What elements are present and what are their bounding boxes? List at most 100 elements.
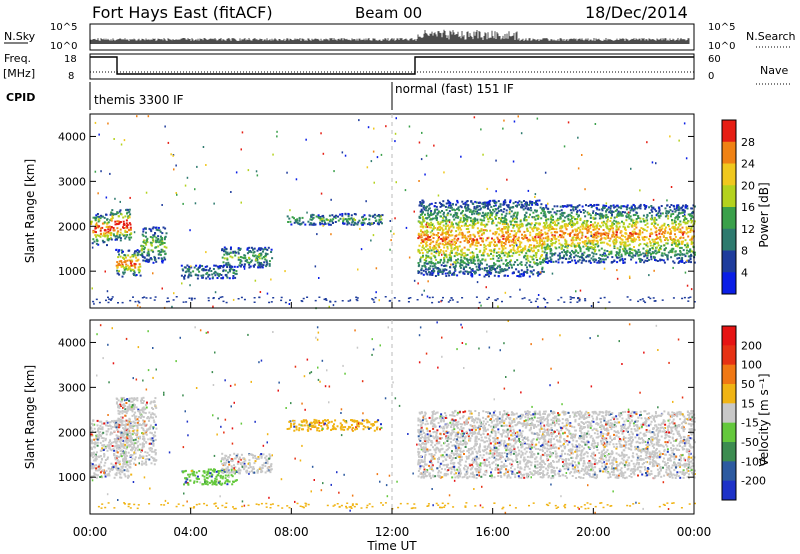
scatter-cell [454,235,457,238]
scatter-cell [448,254,451,256]
scatter-cell [645,206,647,209]
scatter-cell [597,222,600,225]
scatter-cell [312,214,315,216]
scatter-cell [437,301,440,303]
scatter-cell [118,260,121,263]
scatter-cell [506,252,509,255]
scatter-cell [542,261,545,264]
scatter-cell [472,222,475,225]
scatter-cell [421,131,423,134]
scatter-cell [329,301,332,303]
scatter-cell [560,234,563,237]
scatter-cell [618,259,621,262]
scatter-cell [469,234,472,237]
scatter-cell [476,205,479,208]
scatter-cell [264,248,267,251]
scatter-cell [107,221,110,224]
scatter-cell [270,248,273,251]
scatter-cell [516,244,518,247]
scatter-cell [527,240,529,243]
scatter-cell [505,239,508,241]
scatter-cell [499,229,502,232]
scatter-cell [592,248,595,251]
scatter-cell [342,220,345,223]
scatter-cell [645,229,648,232]
scatter-cell [432,213,435,216]
scatter-cell [671,241,674,244]
scatter-cell [128,210,131,213]
scatter-cell [605,225,608,228]
scatter-cell [452,214,455,217]
scatter-cell [555,237,558,240]
scatter-cell [673,225,676,228]
scatter-cell [525,252,528,255]
scatter-cell [358,219,361,222]
scatter-cell [219,266,222,269]
scatter-cell [689,229,692,232]
scatter-cell [561,261,564,264]
scatter-cell [579,248,582,251]
scatter-cell [676,228,679,231]
scatter-cell [636,207,639,210]
scatter-cell [573,243,576,246]
scatter-cell [680,258,683,261]
scatter-cell [91,287,93,290]
scatter-cell [454,268,457,271]
scatter-cell [227,261,230,264]
scatter-cell [614,209,617,212]
scatter-cell [673,254,676,257]
scatter-cell [494,204,497,207]
scatter-cell [139,265,142,268]
scatter-cell [331,214,334,217]
scatter-cell [448,233,450,236]
scatter-cell [426,234,429,237]
scatter-cell [679,237,682,240]
scatter-cell [576,242,579,245]
scatter-cell [683,209,686,212]
scatter-cell [592,246,594,249]
scatter-cell [610,205,613,208]
scatter-cell [587,230,590,233]
scatter-cell [113,213,116,216]
scatter-cell [565,243,568,246]
scatter-cell [118,234,121,237]
scatter-cell [627,237,630,240]
scatter-cell [587,240,590,243]
scatter-cell [666,258,669,261]
scatter-cell [420,272,423,275]
scatter-cell [584,210,587,213]
scatter-cell [643,243,646,245]
scatter-cell [164,252,167,255]
scatter-cell [602,260,605,263]
scatter-cell [304,223,307,226]
scatter-cell [496,298,499,300]
scatter-cell [686,246,689,248]
scatter-cell [624,251,627,254]
scatter-cell [350,223,353,226]
scatter-cell [504,251,507,254]
scatter-cell [222,266,225,269]
scatter-cell [234,254,237,257]
scatter-cell [320,192,323,195]
scatter-cell [570,214,573,217]
scatter-cell [266,292,269,295]
scatter-cell [418,244,421,247]
scatter-cell [592,252,595,255]
scatter-cell [671,226,674,229]
scatter-cell [691,236,694,239]
scatter-cell [597,232,600,235]
scatter-cell [656,237,659,240]
nsky-tick-top: 10^5 [50,22,77,33]
scatter-cell [477,241,480,244]
scatter-cell [272,153,274,156]
scatter-cell [517,271,520,273]
scatter-cell [463,272,466,275]
scatter-cell [589,217,592,219]
scatter-cell [514,261,517,264]
scatter-cell [666,256,669,259]
scatter-cell [586,242,589,245]
scatter-cell [119,200,121,203]
scatter-cell [595,253,598,256]
scatter-cell [332,304,335,307]
scatter-cell [241,131,244,134]
